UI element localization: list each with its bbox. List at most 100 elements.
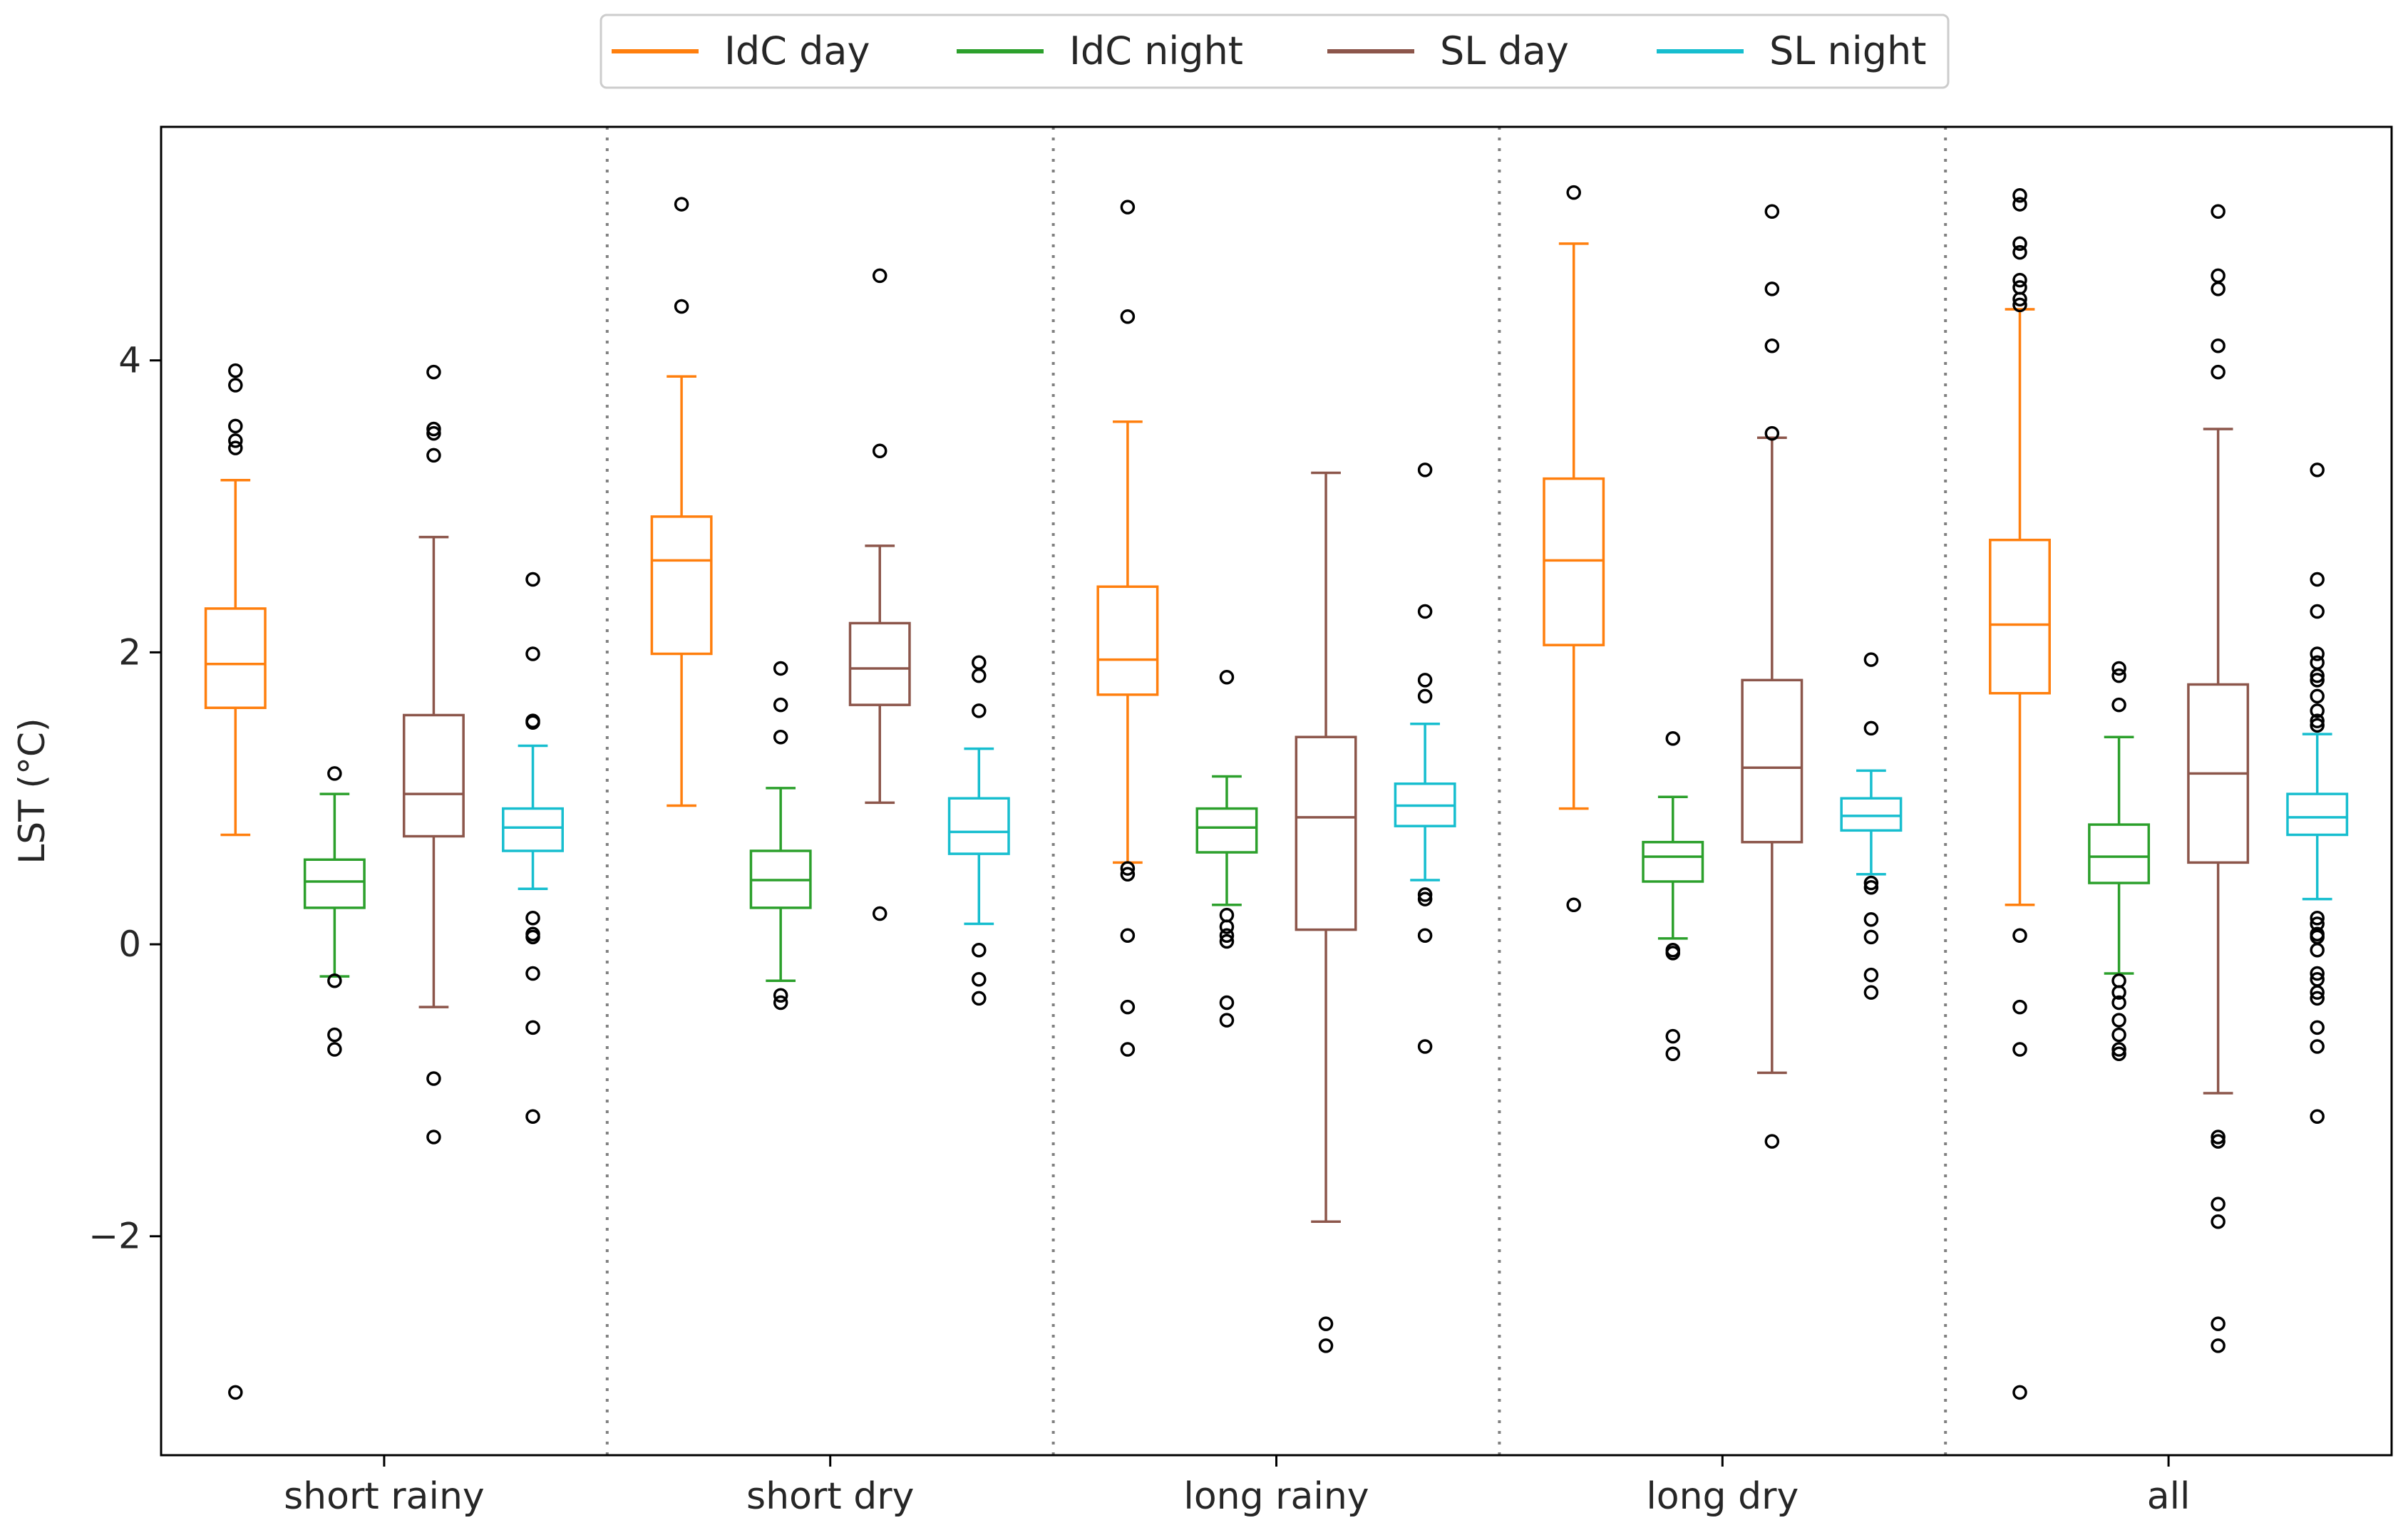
box-all — [2187, 428, 2250, 1095]
flier-point — [1417, 462, 1433, 477]
series-idc-night — [303, 735, 2151, 983]
flier-point — [1665, 731, 1681, 746]
box-short-dry — [749, 787, 812, 983]
flier-point — [525, 646, 540, 661]
x-tick-label: short dry — [746, 1475, 914, 1518]
legend-entry-idc-day: IdC day — [612, 29, 870, 73]
group-separators — [605, 127, 1947, 1455]
flier-point — [2111, 995, 2126, 1011]
flier-point — [525, 1109, 540, 1125]
flier-point — [1764, 1134, 1780, 1149]
y-tick-label: 0 — [118, 924, 141, 965]
flier-point — [1417, 887, 1433, 902]
flier-point — [2310, 703, 2325, 718]
box-all — [2286, 733, 2349, 901]
flier-point — [2211, 364, 2226, 380]
flier-point — [525, 929, 540, 945]
flier-point — [1665, 946, 1681, 961]
flier-point — [2111, 697, 2126, 713]
flier-point — [1417, 688, 1433, 704]
flier-point — [1863, 985, 1879, 1000]
y-axis: −2 0 2 4 — [88, 340, 161, 1257]
flier-point — [2111, 1046, 2126, 1061]
flier-point — [1219, 669, 1235, 685]
flier-point — [2310, 572, 2325, 587]
flier-point — [1417, 604, 1433, 619]
flier-point — [2310, 1039, 2325, 1054]
legend-label: IdC night — [1069, 29, 1243, 73]
flier-point — [2310, 991, 2325, 1006]
flier-point — [2211, 1214, 2226, 1229]
flier-point — [1417, 892, 1433, 906]
series-sl-day — [402, 428, 2250, 1224]
iqr-box — [1642, 840, 1704, 883]
box-long-dry — [1741, 436, 1803, 1075]
flier-point — [2012, 188, 2027, 203]
x-tick-label: all — [2147, 1475, 2191, 1518]
box-series — [204, 242, 2349, 1224]
flier-point — [773, 697, 788, 713]
flier-point — [1764, 281, 1780, 296]
y-tick-label: 4 — [118, 340, 141, 381]
flier-point — [1863, 875, 1879, 891]
flier-point — [1566, 185, 1581, 200]
box-long-rainy — [1195, 775, 1258, 906]
flier-point — [1764, 204, 1780, 219]
box-long-rainy — [1394, 723, 1456, 882]
flier-point — [1120, 867, 1136, 882]
flier-point — [773, 661, 788, 676]
flier-point — [2012, 197, 2027, 212]
legend: IdC day IdC night SL day SL night — [600, 14, 1950, 89]
flier-point — [2211, 204, 2226, 219]
flier-point — [426, 1130, 441, 1144]
iqr-box — [502, 807, 564, 852]
flier-point — [773, 729, 788, 745]
flier-point — [1417, 928, 1433, 944]
flier-point — [426, 1071, 441, 1086]
x-tick-label: short rainy — [284, 1475, 485, 1518]
flier-point — [1318, 1316, 1334, 1331]
flier-point — [327, 1027, 342, 1043]
x-axis: short rainy short dry long rainy long dry al… — [284, 1455, 2190, 1518]
flier-point — [2310, 673, 2325, 688]
flier-point — [1219, 934, 1235, 949]
flier-point — [2310, 966, 2325, 981]
flier-point — [2111, 661, 2126, 676]
iqr-box — [2286, 792, 2349, 837]
flier-point — [1219, 928, 1235, 944]
flier-point — [525, 1020, 540, 1035]
iqr-box — [1840, 797, 1903, 832]
series-sl-night — [502, 723, 2349, 926]
flier-point — [2310, 985, 2325, 1000]
legend-label: IdC day — [724, 29, 870, 73]
flier-point — [1120, 999, 1136, 1015]
flier-point — [2310, 1109, 2325, 1125]
flier-point — [2211, 1338, 2226, 1353]
flier-point — [674, 299, 689, 314]
flier-point — [972, 991, 987, 1006]
flier-point — [2310, 462, 2325, 477]
box-short-dry — [848, 544, 911, 805]
flier-point — [2310, 718, 2325, 733]
flier-points — [228, 185, 2325, 1400]
flier-point — [1120, 309, 1136, 324]
flier-point — [525, 966, 540, 981]
box-short-rainy — [502, 744, 564, 890]
iqr-box — [2088, 823, 2151, 884]
flier-point — [228, 378, 243, 393]
box-short-rainy — [303, 792, 366, 978]
box-short-rainy — [402, 535, 465, 1008]
flier-point — [2012, 999, 2027, 1015]
flier-point — [972, 703, 987, 718]
flier-point — [228, 433, 243, 448]
flier-point — [1863, 879, 1879, 895]
flier-point — [2012, 244, 2027, 260]
iqr-box — [848, 621, 911, 706]
legend-entry-sl-night: SL night — [1657, 29, 1926, 73]
flier-point — [1566, 897, 1581, 913]
box-long-dry — [1543, 242, 1605, 810]
flier-point — [2211, 339, 2226, 353]
flier-point — [1665, 1028, 1681, 1044]
flier-point — [2111, 668, 2126, 683]
